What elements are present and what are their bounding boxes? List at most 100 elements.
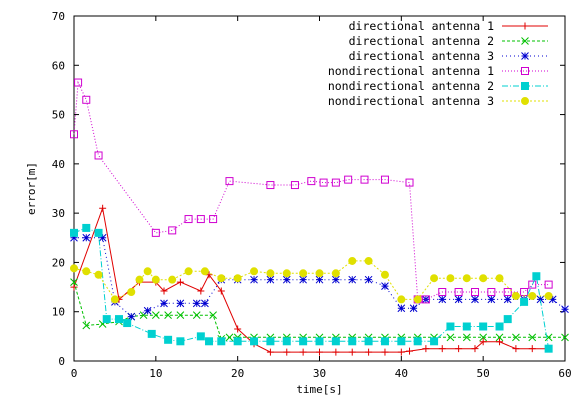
data-point xyxy=(217,337,226,346)
data-point xyxy=(299,275,307,284)
data-point xyxy=(234,325,242,333)
data-point xyxy=(196,332,205,341)
data-point xyxy=(561,333,569,342)
data-point xyxy=(479,322,488,331)
data-point xyxy=(455,345,463,353)
data-point xyxy=(380,175,389,184)
data-point xyxy=(406,347,414,355)
data-point xyxy=(184,215,193,224)
data-point xyxy=(299,348,307,356)
data-point xyxy=(454,288,463,296)
data-point xyxy=(200,267,209,276)
data-point xyxy=(548,295,557,304)
data-point xyxy=(544,280,553,289)
data-point xyxy=(74,78,83,87)
data-point xyxy=(495,322,504,331)
data-point xyxy=(364,256,373,265)
data-point xyxy=(82,321,91,330)
data-point xyxy=(266,337,275,346)
data-point xyxy=(446,333,455,342)
data-point xyxy=(331,178,340,187)
y-tick-label: 30 xyxy=(52,207,65,220)
data-point xyxy=(70,264,78,273)
data-point xyxy=(143,267,152,276)
y-tick-label: 10 xyxy=(52,306,65,319)
data-point xyxy=(70,228,78,237)
data-point xyxy=(176,278,184,286)
data-point xyxy=(250,337,259,346)
data-point xyxy=(462,274,471,283)
data-point xyxy=(471,345,479,353)
data-point xyxy=(348,337,357,346)
data-point xyxy=(160,287,168,295)
data-point xyxy=(164,335,173,344)
data-point xyxy=(520,297,529,306)
data-point xyxy=(528,280,537,289)
data-point xyxy=(197,287,205,295)
data-point xyxy=(528,291,537,300)
data-point xyxy=(209,311,217,320)
data-point xyxy=(332,275,340,284)
legend-marker xyxy=(521,37,529,45)
y-tick-label: 0 xyxy=(58,355,65,368)
data-point xyxy=(151,228,160,237)
data-point xyxy=(233,337,242,346)
data-point xyxy=(299,269,308,278)
data-point xyxy=(184,267,193,276)
y-tick-label: 70 xyxy=(52,10,65,23)
data-point xyxy=(266,348,274,356)
series-layer xyxy=(70,78,569,356)
data-point xyxy=(331,269,340,278)
x-tick-label: 20 xyxy=(231,367,244,380)
x-tick-label: 50 xyxy=(477,367,490,380)
data-point xyxy=(82,223,91,232)
data-point xyxy=(332,348,340,356)
legend-entry: directional antenna 2 xyxy=(349,34,548,48)
data-point xyxy=(462,322,471,331)
data-point xyxy=(168,226,177,235)
data-point xyxy=(99,204,107,212)
data-point xyxy=(532,272,541,281)
y-tick-label: 50 xyxy=(52,109,65,122)
data-point xyxy=(430,337,439,346)
legend-marker xyxy=(521,97,529,105)
data-point xyxy=(266,181,275,190)
data-point xyxy=(209,215,218,224)
data-point xyxy=(380,270,389,279)
data-point xyxy=(422,345,430,353)
data-point xyxy=(536,295,545,304)
data-point xyxy=(127,288,136,296)
data-point xyxy=(528,345,536,353)
data-point xyxy=(316,348,323,356)
data-point xyxy=(135,275,144,284)
series-4 xyxy=(70,78,553,304)
data-point xyxy=(348,275,357,284)
data-point xyxy=(496,338,504,346)
axis-ticks: 0 10 20 30 40 50 60 0 10 20 30 40 50 60 70 xyxy=(52,10,572,380)
data-point xyxy=(479,338,487,346)
data-point xyxy=(315,269,324,278)
data-point xyxy=(344,175,353,184)
data-point xyxy=(511,291,520,300)
series-1 xyxy=(70,204,553,356)
data-point xyxy=(479,333,488,342)
data-point xyxy=(380,337,389,346)
data-point xyxy=(544,291,553,300)
data-point xyxy=(299,337,308,346)
data-point xyxy=(127,312,136,321)
y-tick-label: 20 xyxy=(52,256,65,269)
series-line xyxy=(73,80,549,300)
data-point xyxy=(438,288,447,296)
data-point xyxy=(365,348,373,356)
data-point xyxy=(82,267,91,276)
series-line xyxy=(73,227,550,349)
data-point xyxy=(147,329,156,338)
data-point xyxy=(94,151,103,160)
data-point xyxy=(561,305,569,314)
data-point xyxy=(319,178,328,187)
x-tick-label: 60 xyxy=(558,367,571,380)
data-point xyxy=(512,333,520,342)
data-point xyxy=(471,295,479,304)
